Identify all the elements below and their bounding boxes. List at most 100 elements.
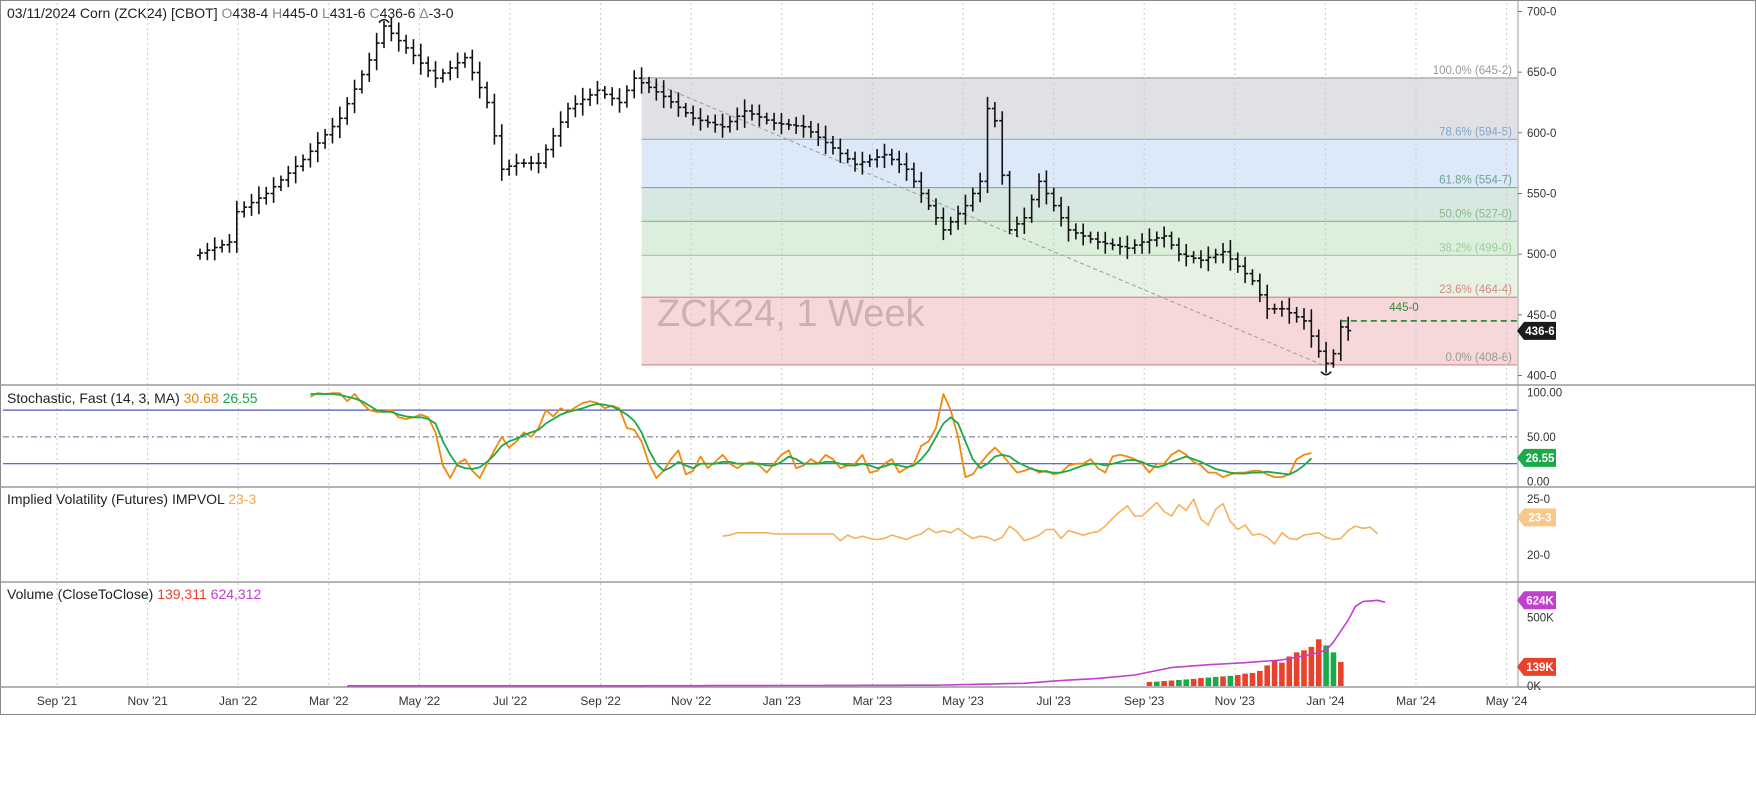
price-bar xyxy=(1345,316,1352,341)
fib-band xyxy=(641,255,1517,298)
fib-band xyxy=(641,221,1517,256)
price-bar xyxy=(248,193,255,216)
price-y-tick-label: 650-0 xyxy=(1527,67,1556,79)
volume-bar xyxy=(1249,672,1256,686)
price-bar xyxy=(712,114,719,133)
volume-bar xyxy=(1308,646,1315,686)
x-tick-label: Jul '22 xyxy=(493,694,528,708)
price-bar xyxy=(726,115,733,133)
price-bar xyxy=(925,189,932,211)
x-tick-label: Mar '23 xyxy=(853,694,893,708)
stochastic-k-value: 30.68 xyxy=(183,390,219,406)
price-bar xyxy=(940,207,947,241)
price-bar xyxy=(241,201,248,218)
price-bar xyxy=(690,105,697,126)
volume-bar xyxy=(1330,652,1337,686)
price-bar xyxy=(447,60,454,81)
price-bar xyxy=(955,205,962,230)
x-tick-label: Nov '21 xyxy=(127,694,168,708)
price-bar xyxy=(226,234,233,253)
price-bar xyxy=(1330,349,1337,368)
price-bar xyxy=(572,95,579,118)
stochastic-k-line xyxy=(310,392,1312,479)
fibonacci-bands: 100.0% (645-2) 78.6% (594-5) 61.8% (554-7)… xyxy=(641,65,1517,366)
fib-level-label: 23.6% (464-4) xyxy=(1439,284,1512,296)
price-bar xyxy=(1117,237,1123,255)
price-bar xyxy=(1183,243,1190,267)
price-bar xyxy=(1146,228,1153,254)
volume-bar xyxy=(1338,661,1344,686)
price-bar xyxy=(601,85,608,99)
high-label: H xyxy=(272,5,283,21)
axes: Sep '21 Nov '21 Jan '22 Mar '22 May '22 Jul '… xyxy=(37,6,1562,708)
stochastic-plot[interactable] xyxy=(310,392,1313,479)
volume-bar xyxy=(1190,678,1197,686)
volume-bar xyxy=(1146,681,1153,686)
price-bar xyxy=(1256,273,1263,303)
price-y-tick-label: 400-0 xyxy=(1527,371,1556,383)
price-bar xyxy=(1006,170,1013,235)
open-label: O xyxy=(221,5,233,21)
price-bar xyxy=(778,112,785,135)
ivol-header: Implied Volatility (Futures) IMPVOL 23-3 xyxy=(7,491,256,507)
close-value: 436-6 xyxy=(379,5,416,21)
price-bar xyxy=(270,177,277,203)
ivol-tag-label: 23-3 xyxy=(1528,512,1551,524)
price-bar xyxy=(1094,231,1101,250)
price-bar xyxy=(1131,239,1138,254)
change-label: Δ xyxy=(419,5,429,21)
high-value: 445-0 xyxy=(282,5,319,21)
price-bar xyxy=(498,124,505,181)
header-instrument: Corn (ZCK24) [CBOT] xyxy=(79,5,218,21)
volume-bar xyxy=(1176,679,1182,686)
panel-borders xyxy=(0,0,1756,715)
volume-bar xyxy=(1183,679,1190,686)
volume-plot[interactable] xyxy=(347,599,1386,687)
price-bar xyxy=(1249,269,1256,286)
ivol-plot[interactable] xyxy=(722,498,1379,545)
volume-bar xyxy=(1234,675,1241,686)
price-bar xyxy=(1124,235,1131,260)
price-bar xyxy=(491,93,498,145)
stoch-y-tick-label: 0.00 xyxy=(1527,477,1549,489)
volume-bar xyxy=(1279,662,1285,686)
price-bar xyxy=(903,152,910,181)
x-tick-label: Sep '21 xyxy=(37,694,78,708)
stochastic-d-line xyxy=(310,393,1313,476)
price-bar xyxy=(837,138,844,163)
price-bar xyxy=(314,132,321,163)
fib-level-label: 61.8% (554-7) xyxy=(1439,175,1512,187)
price-bar xyxy=(388,18,395,42)
price-bar xyxy=(594,80,601,105)
swing-low-marker xyxy=(1320,371,1332,376)
change-value: -3-0 xyxy=(428,5,454,21)
ivol-line xyxy=(722,498,1379,545)
price-bar xyxy=(1036,173,1043,208)
price-bar xyxy=(461,52,468,68)
price-bar xyxy=(704,115,711,128)
stochastic-d-tag xyxy=(1517,448,1556,467)
price-bar xyxy=(292,156,299,184)
volume-bar xyxy=(1168,680,1175,686)
price-bar xyxy=(329,117,336,144)
volume-subtitle: (CloseToClose) xyxy=(57,586,154,602)
price-bar xyxy=(550,127,557,158)
fib-level-label: 50.0% (527-0) xyxy=(1439,208,1512,220)
x-tick-label: Sep '23 xyxy=(1124,694,1165,708)
volume-tag-label: 139K xyxy=(1526,662,1554,674)
fib-band xyxy=(641,187,1517,222)
price-bar xyxy=(771,112,778,131)
price-bar xyxy=(793,116,800,134)
volume-bar xyxy=(1198,678,1204,686)
price-bar xyxy=(1323,341,1330,373)
close-label: C xyxy=(369,5,380,21)
price-bar xyxy=(888,148,895,166)
price-plot[interactable]: 445-0 xyxy=(197,18,1517,376)
price-bar xyxy=(763,112,770,125)
volume-title: Volume xyxy=(7,586,54,602)
price-bar xyxy=(520,158,527,168)
volume-bar xyxy=(1323,645,1329,686)
price-bar xyxy=(1028,194,1035,223)
price-bar xyxy=(896,150,903,174)
